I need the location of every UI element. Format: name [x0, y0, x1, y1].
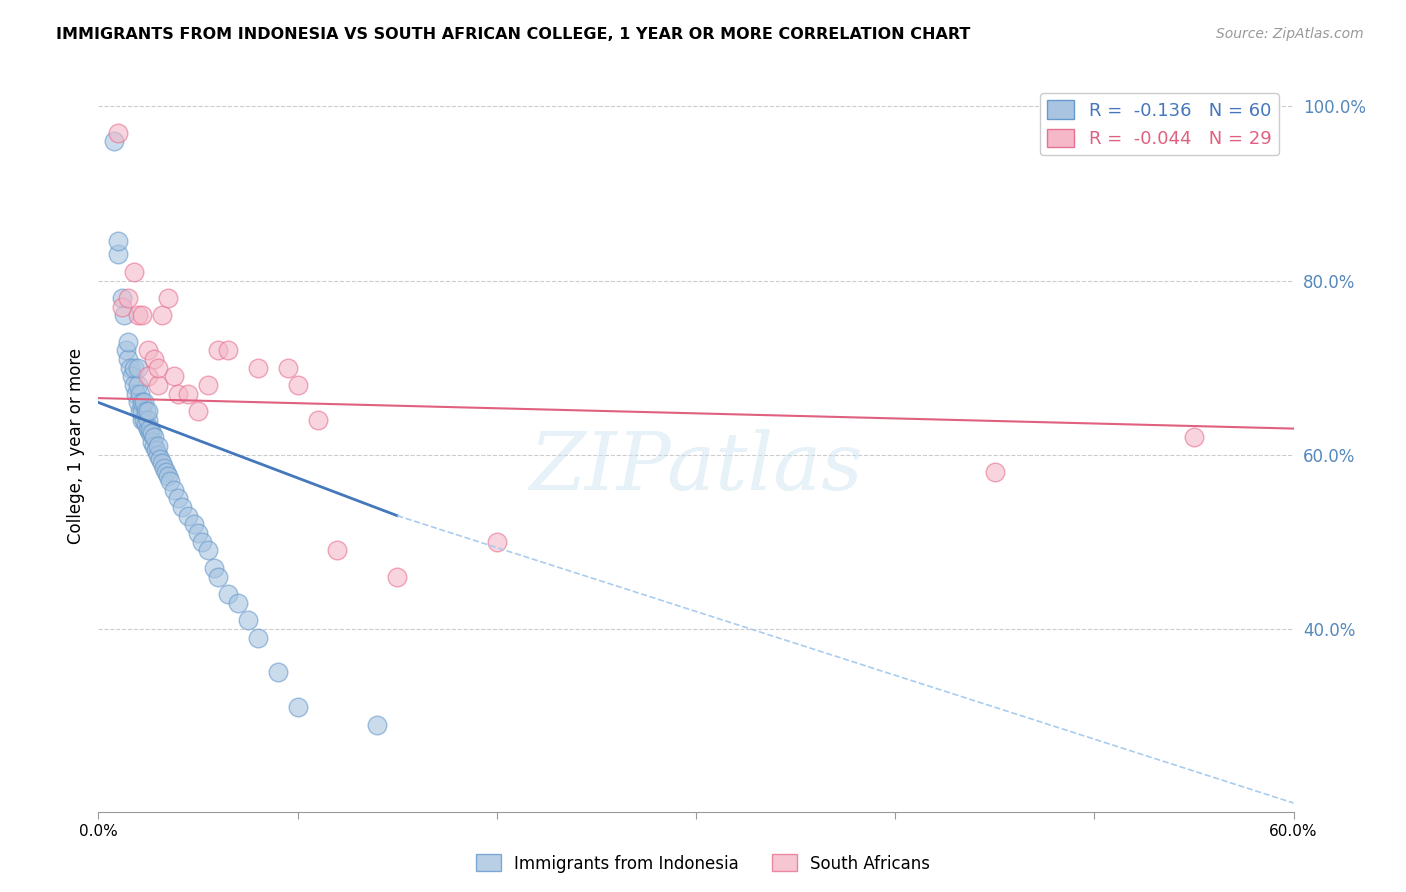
Point — [111, 300, 134, 314]
Point — [217, 343, 239, 358]
Point — [246, 360, 269, 375]
Point — [197, 543, 219, 558]
Point — [145, 443, 167, 458]
Point — [129, 386, 152, 401]
Point — [135, 417, 157, 432]
Point — [202, 561, 225, 575]
Point — [117, 334, 139, 349]
Legend: Immigrants from Indonesia, South Africans: Immigrants from Indonesia, South African… — [470, 847, 936, 880]
Point — [124, 378, 146, 392]
Point — [177, 386, 200, 401]
Point — [187, 526, 209, 541]
Point — [127, 309, 149, 323]
Point — [226, 596, 249, 610]
Point — [148, 439, 170, 453]
Point — [163, 369, 186, 384]
Point — [287, 378, 309, 392]
Point — [207, 569, 229, 583]
Text: IMMIGRANTS FROM INDONESIA VS SOUTH AFRICAN COLLEGE, 1 YEAR OR MORE CORRELATION C: IMMIGRANTS FROM INDONESIA VS SOUTH AFRIC… — [56, 27, 970, 42]
Point — [148, 448, 170, 462]
Point — [277, 360, 299, 375]
Point — [167, 491, 190, 506]
Point — [143, 351, 166, 366]
Point — [124, 265, 146, 279]
Point — [121, 369, 143, 384]
Point — [117, 291, 139, 305]
Point — [135, 404, 157, 418]
Point — [155, 465, 177, 479]
Point — [131, 395, 153, 409]
Point — [148, 378, 170, 392]
Point — [191, 534, 214, 549]
Point — [120, 360, 142, 375]
Point — [136, 421, 159, 435]
Point — [326, 543, 349, 558]
Point — [136, 404, 159, 418]
Point — [107, 126, 129, 140]
Text: ZIPatlas: ZIPatlas — [529, 429, 863, 507]
Point — [385, 569, 409, 583]
Point — [107, 235, 129, 249]
Point — [485, 534, 508, 549]
Point — [187, 404, 209, 418]
Point — [125, 386, 148, 401]
Point — [267, 665, 290, 680]
Point — [139, 421, 162, 435]
Point — [136, 413, 159, 427]
Point — [1182, 430, 1205, 444]
Point — [287, 700, 309, 714]
Point — [153, 460, 176, 475]
Point — [150, 457, 173, 471]
Point — [183, 517, 205, 532]
Point — [115, 343, 138, 358]
Point — [107, 247, 129, 261]
Point — [131, 309, 153, 323]
Point — [117, 351, 139, 366]
Legend: R =  -0.136   N = 60, R =  -0.044   N = 29: R = -0.136 N = 60, R = -0.044 N = 29 — [1040, 93, 1278, 155]
Point — [134, 395, 156, 409]
Point — [149, 452, 172, 467]
Point — [143, 430, 166, 444]
Y-axis label: College, 1 year or more: College, 1 year or more — [66, 348, 84, 544]
Point — [136, 343, 159, 358]
Point — [157, 469, 180, 483]
Point — [307, 413, 329, 427]
Point — [150, 309, 173, 323]
Point — [111, 291, 134, 305]
Point — [217, 587, 239, 601]
Point — [207, 343, 229, 358]
Point — [127, 360, 149, 375]
Point — [167, 386, 190, 401]
Point — [159, 474, 181, 488]
Point — [177, 508, 200, 523]
Point — [112, 309, 135, 323]
Point — [139, 425, 162, 440]
Point — [984, 465, 1007, 479]
Point — [236, 613, 259, 627]
Text: Source: ZipAtlas.com: Source: ZipAtlas.com — [1216, 27, 1364, 41]
Point — [246, 631, 269, 645]
Point — [134, 413, 156, 427]
Point — [103, 134, 125, 148]
Point — [124, 360, 146, 375]
Point — [131, 413, 153, 427]
Point — [136, 369, 159, 384]
Point — [131, 404, 153, 418]
Point — [129, 404, 152, 418]
Point — [141, 425, 163, 440]
Point — [366, 717, 388, 731]
Point — [127, 378, 149, 392]
Point — [143, 439, 166, 453]
Point — [197, 378, 219, 392]
Point — [141, 434, 163, 449]
Point — [148, 360, 170, 375]
Point — [172, 500, 194, 514]
Point — [127, 395, 149, 409]
Point — [163, 483, 186, 497]
Point — [157, 291, 180, 305]
